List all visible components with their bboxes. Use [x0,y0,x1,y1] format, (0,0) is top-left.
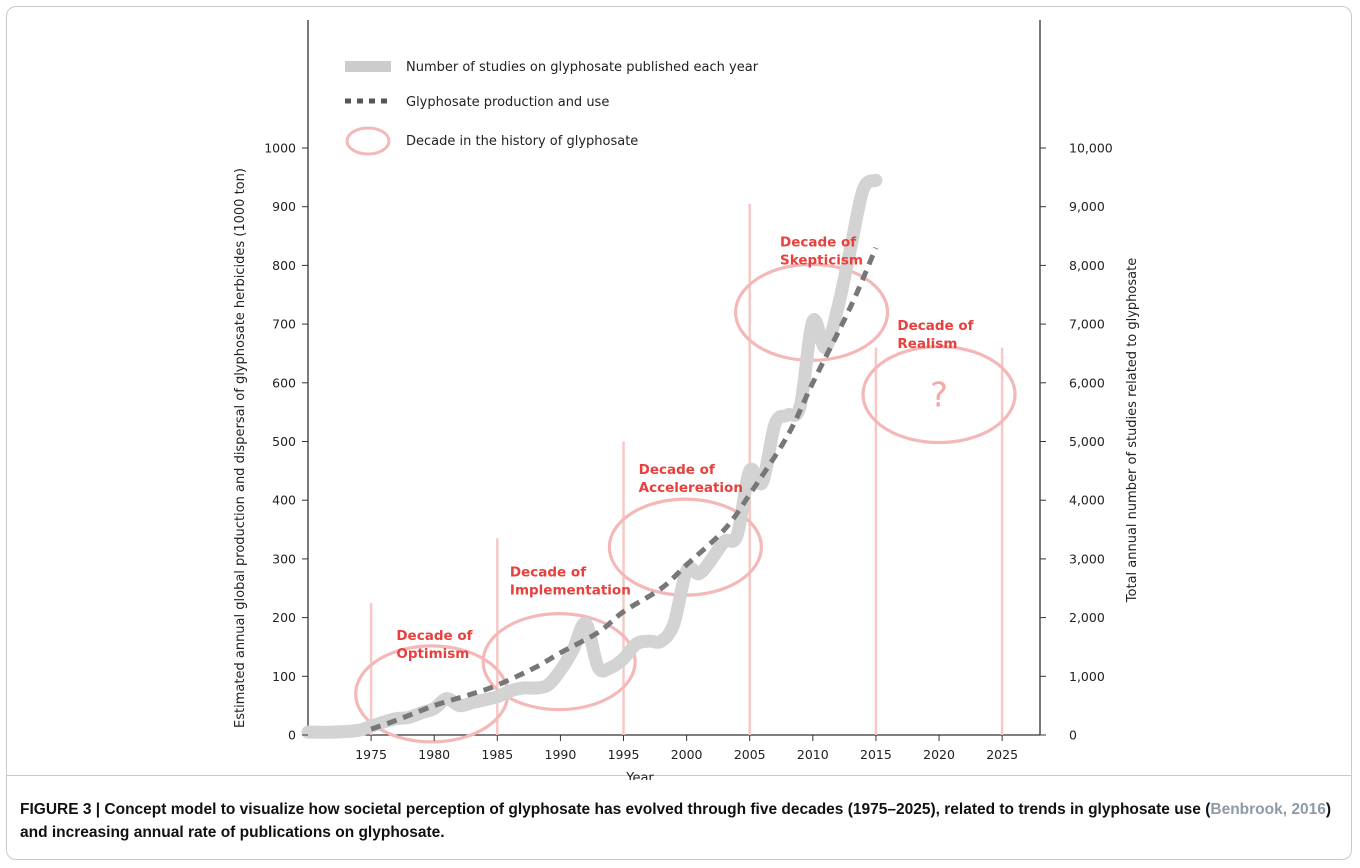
legend-studies-swatch [345,61,391,72]
decade-label-line1: Decade of [780,235,856,251]
decade-label-line1: Decade of [639,462,715,478]
right-tick-label: 5,000 [1069,434,1105,449]
legend-production-label: Glyphosate production and use [406,95,609,110]
chart: Decade of Optimism Decade of Implementation… [233,20,1140,780]
left-axis-ticks: 0 100 200 300 400 500 600 700 800 900 1000 [264,141,308,743]
caption-prefix: FIGURE 3 | Concept model to visualize ho… [20,801,1211,818]
left-tick-label: 0 [288,728,296,743]
right-tick-label: 8,000 [1069,258,1105,273]
left-axis-label: Estimated annual global production and d… [233,168,248,728]
left-tick-label: 1000 [264,141,296,156]
right-tick-label: 2,000 [1069,610,1105,625]
x-tick-label: 1980 [418,747,450,762]
decade-label-line1: Decade of [510,565,586,581]
right-tick-label: 6,000 [1069,375,1105,390]
left-tick-label: 900 [272,199,296,214]
x-tick-label: 2005 [734,747,766,762]
legend: Number of studies on glyphosate publishe… [345,60,759,156]
decade-label-line2: Implementation [510,583,631,599]
x-tick-label: 1995 [608,747,640,762]
right-tick-label: 7,000 [1069,317,1105,332]
x-tick-label: 2000 [671,747,703,762]
x-tick-label: 1990 [545,747,577,762]
x-tick-label: 1975 [355,747,387,762]
left-tick-label: 400 [272,493,296,508]
decade-label-line1: Decade of [897,318,973,334]
left-tick-label: 600 [272,375,296,390]
right-axis-label: Total annual number of studies related t… [1125,258,1140,603]
x-axis-ticks: 1975 1980 1985 1990 1995 2000 2005 2010 2015 2020… [355,735,1018,762]
decade-label-line2: Optimism [396,646,469,662]
decade-label-line2: Realism [897,336,957,352]
caption-reference-link[interactable]: Benbrook, 2016 [1210,801,1326,818]
x-tick-label: 2010 [797,747,829,762]
right-tick-label: 4,000 [1069,493,1105,508]
decade-ellipse [481,612,637,712]
figure-frame [6,6,1352,860]
decade-lines [369,203,1004,735]
x-tick-label: 2015 [860,747,892,762]
right-tick-label: 1,000 [1069,669,1105,684]
left-tick-label: 700 [272,317,296,332]
right-axis-ticks: 0 1,000 2,000 3,000 4,000 5,000 6,000 7,000 8,00… [1040,141,1113,743]
decade-labels: Decade of Optimism Decade of Implementation… [396,235,973,662]
decade-label-line2: Skepticism [780,253,863,269]
decade-question-mark: ? [930,376,948,416]
left-tick-label: 500 [272,434,296,449]
left-tick-label: 800 [272,258,296,273]
decade-label-line1: Decade of [396,628,472,644]
x-axis-label: Year [625,771,654,780]
caption-suffix: ) and increasing annual rate of publicat… [20,801,1331,841]
left-tick-label: 200 [272,610,296,625]
decade-ellipse [861,344,1017,445]
left-tick-label: 300 [272,551,296,566]
legend-decade-label: Decade in the history of glyphosate [406,134,638,149]
production-series-line [370,246,879,732]
decade-label-line2: Accelereation [639,480,743,496]
right-tick-label: 3,000 [1069,551,1105,566]
left-tick-label: 100 [272,669,296,684]
right-tick-label: 0 [1069,728,1077,743]
x-tick-label: 2025 [986,747,1018,762]
figure-caption: FIGURE 3 | Concept model to visualize ho… [20,798,1340,844]
right-tick-label: 10,000 [1069,141,1113,156]
legend-decade-swatch [345,126,391,156]
x-tick-label: 1985 [481,747,513,762]
right-tick-label: 9,000 [1069,199,1105,214]
legend-studies-label: Number of studies on glyphosate publishe… [406,60,759,75]
x-tick-label: 2020 [923,747,955,762]
caption-divider [6,775,1352,776]
